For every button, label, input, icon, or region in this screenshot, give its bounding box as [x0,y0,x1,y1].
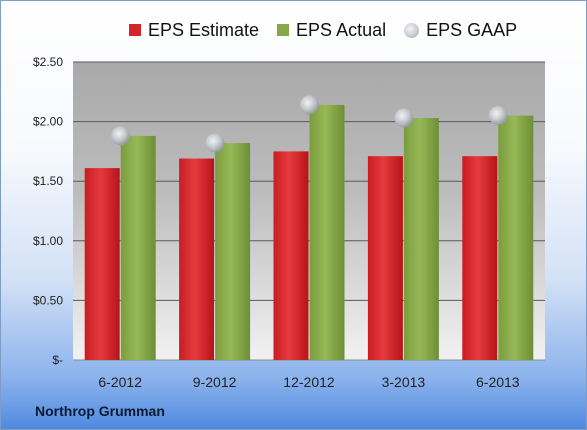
legend-marker-gaap [404,22,420,38]
legend-label-actual: EPS Actual [296,19,387,40]
marker-eps-gaap [488,106,508,126]
bar-eps-actual [215,143,251,360]
bar-eps-actual [498,115,534,360]
x-tick-label: 6-2013 [476,374,520,390]
x-tick-label: 6-2012 [98,374,142,390]
legend-label-estimate: EPS Estimate [148,19,260,40]
legend-item-actual: EPS Actual [277,20,386,41]
bar-eps-estimate [367,156,403,360]
bar-eps-estimate [84,168,120,360]
x-tick-label: 12-2012 [283,374,335,390]
y-tick-label: $- [52,353,63,367]
bar-eps-actual [120,135,156,360]
legend-label-gaap: EPS GAAP [426,19,518,40]
legend-swatch-estimate [129,24,141,36]
marker-eps-gaap [394,108,414,128]
bar-eps-estimate [462,156,498,360]
y-tick-label: $1.00 [33,234,63,248]
legend: EPS Estimate EPS Actual EPS GAAP [129,19,517,41]
legend-item-estimate: EPS Estimate [129,20,259,41]
y-tick-label: $0.50 [33,293,63,307]
x-tick-label: 9-2012 [193,374,237,390]
marker-eps-gaap [111,126,131,146]
y-tick-label: $2.50 [33,55,63,69]
y-tick-label: $2.00 [33,115,63,129]
bar-eps-estimate [273,151,309,360]
bar-eps-estimate [179,158,215,360]
bar-eps-actual [309,104,345,360]
bar-eps-actual [403,118,439,360]
y-tick-label: $1.50 [33,174,63,188]
marker-eps-gaap [205,133,225,153]
legend-item-gaap: EPS GAAP [404,20,517,41]
company-label: Northrop Grumman [35,403,165,419]
marker-eps-gaap [300,95,319,115]
x-tick-label: 3-2013 [382,374,426,390]
legend-swatch-actual [277,24,290,36]
